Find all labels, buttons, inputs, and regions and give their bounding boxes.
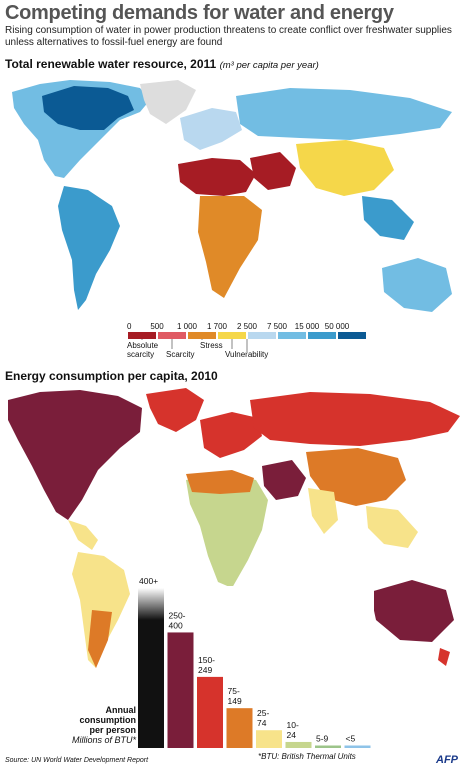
energy-bar: [138, 588, 164, 748]
energy-bar-label: 25-: [257, 708, 269, 718]
water-category-label: Vulnerability: [225, 350, 268, 359]
energy-bar-chart: 400+ 250-400 150-249 75-149 25-74 10-24 5-9 <5: [136, 576, 374, 750]
energy-land-india: [308, 488, 338, 534]
water-category-label: Scarcity: [166, 350, 194, 359]
axis-title-line3: per person: [89, 725, 136, 735]
energy-bar-label: 150-: [198, 655, 215, 665]
water-scale-tick: 2 500: [237, 322, 258, 331]
energy-bar-label: 74: [257, 718, 267, 728]
water-section-title: Total renewable water resource, 2011 (m³…: [5, 57, 319, 71]
energy-land-australia: [370, 580, 454, 642]
water-legend-swatch: [218, 332, 246, 339]
axis-title-line2: consumption: [79, 715, 137, 725]
energy-bar-label: 24: [287, 730, 297, 740]
energy-bar-label: 10-: [287, 720, 299, 730]
energy-bar-label: 149: [228, 696, 242, 706]
axis-title-line4: Millions of BTU*: [71, 735, 136, 745]
water-scale-tick: 500: [150, 322, 164, 331]
water-scale-tick: 1 700: [207, 322, 228, 331]
page-title: Competing demands for water and energy: [5, 2, 394, 24]
energy-bar: [226, 708, 253, 748]
energy-bar: [315, 745, 341, 748]
energy-land-central-america: [68, 520, 98, 550]
energy-land-middle-east: [262, 460, 306, 500]
water-legend-swatch: [338, 332, 366, 339]
water-land-greenland: [140, 80, 196, 124]
water-scale-tick: 15 000: [295, 322, 320, 331]
energy-bar-label: 249: [198, 665, 212, 675]
water-land-asia: [296, 140, 394, 196]
water-legend-swatch: [278, 332, 306, 339]
energy-bar: [197, 676, 223, 748]
water-scale-tick: 1 000: [177, 322, 198, 331]
water-land-south-america: [58, 186, 120, 310]
energy-land-africa: [186, 474, 268, 588]
energy-land-greenland: [146, 388, 204, 432]
energy-bar-label: 250-: [169, 610, 186, 620]
axis-title-line1: Annual: [105, 705, 137, 715]
water-category-label: Absolute: [127, 341, 159, 350]
water-world-map: [12, 80, 452, 312]
water-legend: 0 500 1 000 1 700 2 500 7 500 15 000 50 000 Abso…: [127, 322, 366, 359]
water-unit-text: (m³ per capita per year): [219, 60, 319, 71]
water-land-russia: [236, 88, 452, 140]
energy-land-russia: [250, 392, 460, 446]
water-category-label: Stress: [200, 341, 223, 350]
water-land-canada: [42, 86, 134, 130]
energy-land-africa-north: [186, 470, 254, 494]
water-scale-tick: 7 500: [267, 322, 288, 331]
energy-bar-label: 400+: [139, 576, 158, 586]
energy-section-title: Energy consumption per capita, 2010: [5, 369, 218, 383]
footnote: *BTU: British Thermal Units: [258, 752, 356, 761]
water-legend-swatch: [128, 332, 156, 339]
afp-logo: AFP: [436, 754, 458, 766]
page-subtitle: Rising consumption of water in power pro…: [5, 25, 452, 48]
water-legend-swatch: [248, 332, 276, 339]
water-title-text: Total renewable water resource, 2011: [5, 57, 217, 71]
energy-bar-label: 75-: [228, 686, 240, 696]
energy-land-new-zealand: [438, 648, 450, 666]
energy-bar: [167, 632, 194, 748]
water-legend-swatch: [308, 332, 336, 339]
water-scale-tick: 0: [127, 322, 132, 331]
water-land-australia: [382, 258, 452, 312]
energy-axis-title: Annual consumption per person Millions o…: [44, 705, 136, 745]
water-land-middle-east: [250, 152, 296, 190]
water-land-africa-north: [178, 158, 256, 196]
water-scale-tick: 50 000: [325, 322, 350, 331]
source-note: Source: UN World Water Development Repor…: [5, 757, 149, 764]
energy-bar-label: <5: [346, 734, 356, 744]
energy-land-south-america-south: [88, 610, 112, 668]
energy-bar-label: 5-9: [316, 734, 329, 744]
water-land-europe: [180, 108, 242, 150]
energy-land-europe: [200, 412, 262, 458]
energy-land-south-america: [72, 552, 130, 668]
water-legend-swatch: [188, 332, 216, 339]
water-category-label: scarcity: [127, 350, 154, 359]
water-land-africa-south: [198, 196, 262, 298]
energy-bar-label: 400: [169, 620, 183, 630]
energy-bar: [344, 745, 371, 748]
energy-bar: [285, 741, 312, 748]
water-land-southeast-asia: [362, 196, 414, 240]
energy-bar: [256, 730, 282, 748]
energy-land-asia: [306, 448, 406, 506]
energy-world-map: [8, 388, 460, 668]
water-legend-swatch: [158, 332, 186, 339]
energy-land-north-america: [8, 390, 142, 520]
energy-land-southeast-asia: [366, 506, 418, 548]
